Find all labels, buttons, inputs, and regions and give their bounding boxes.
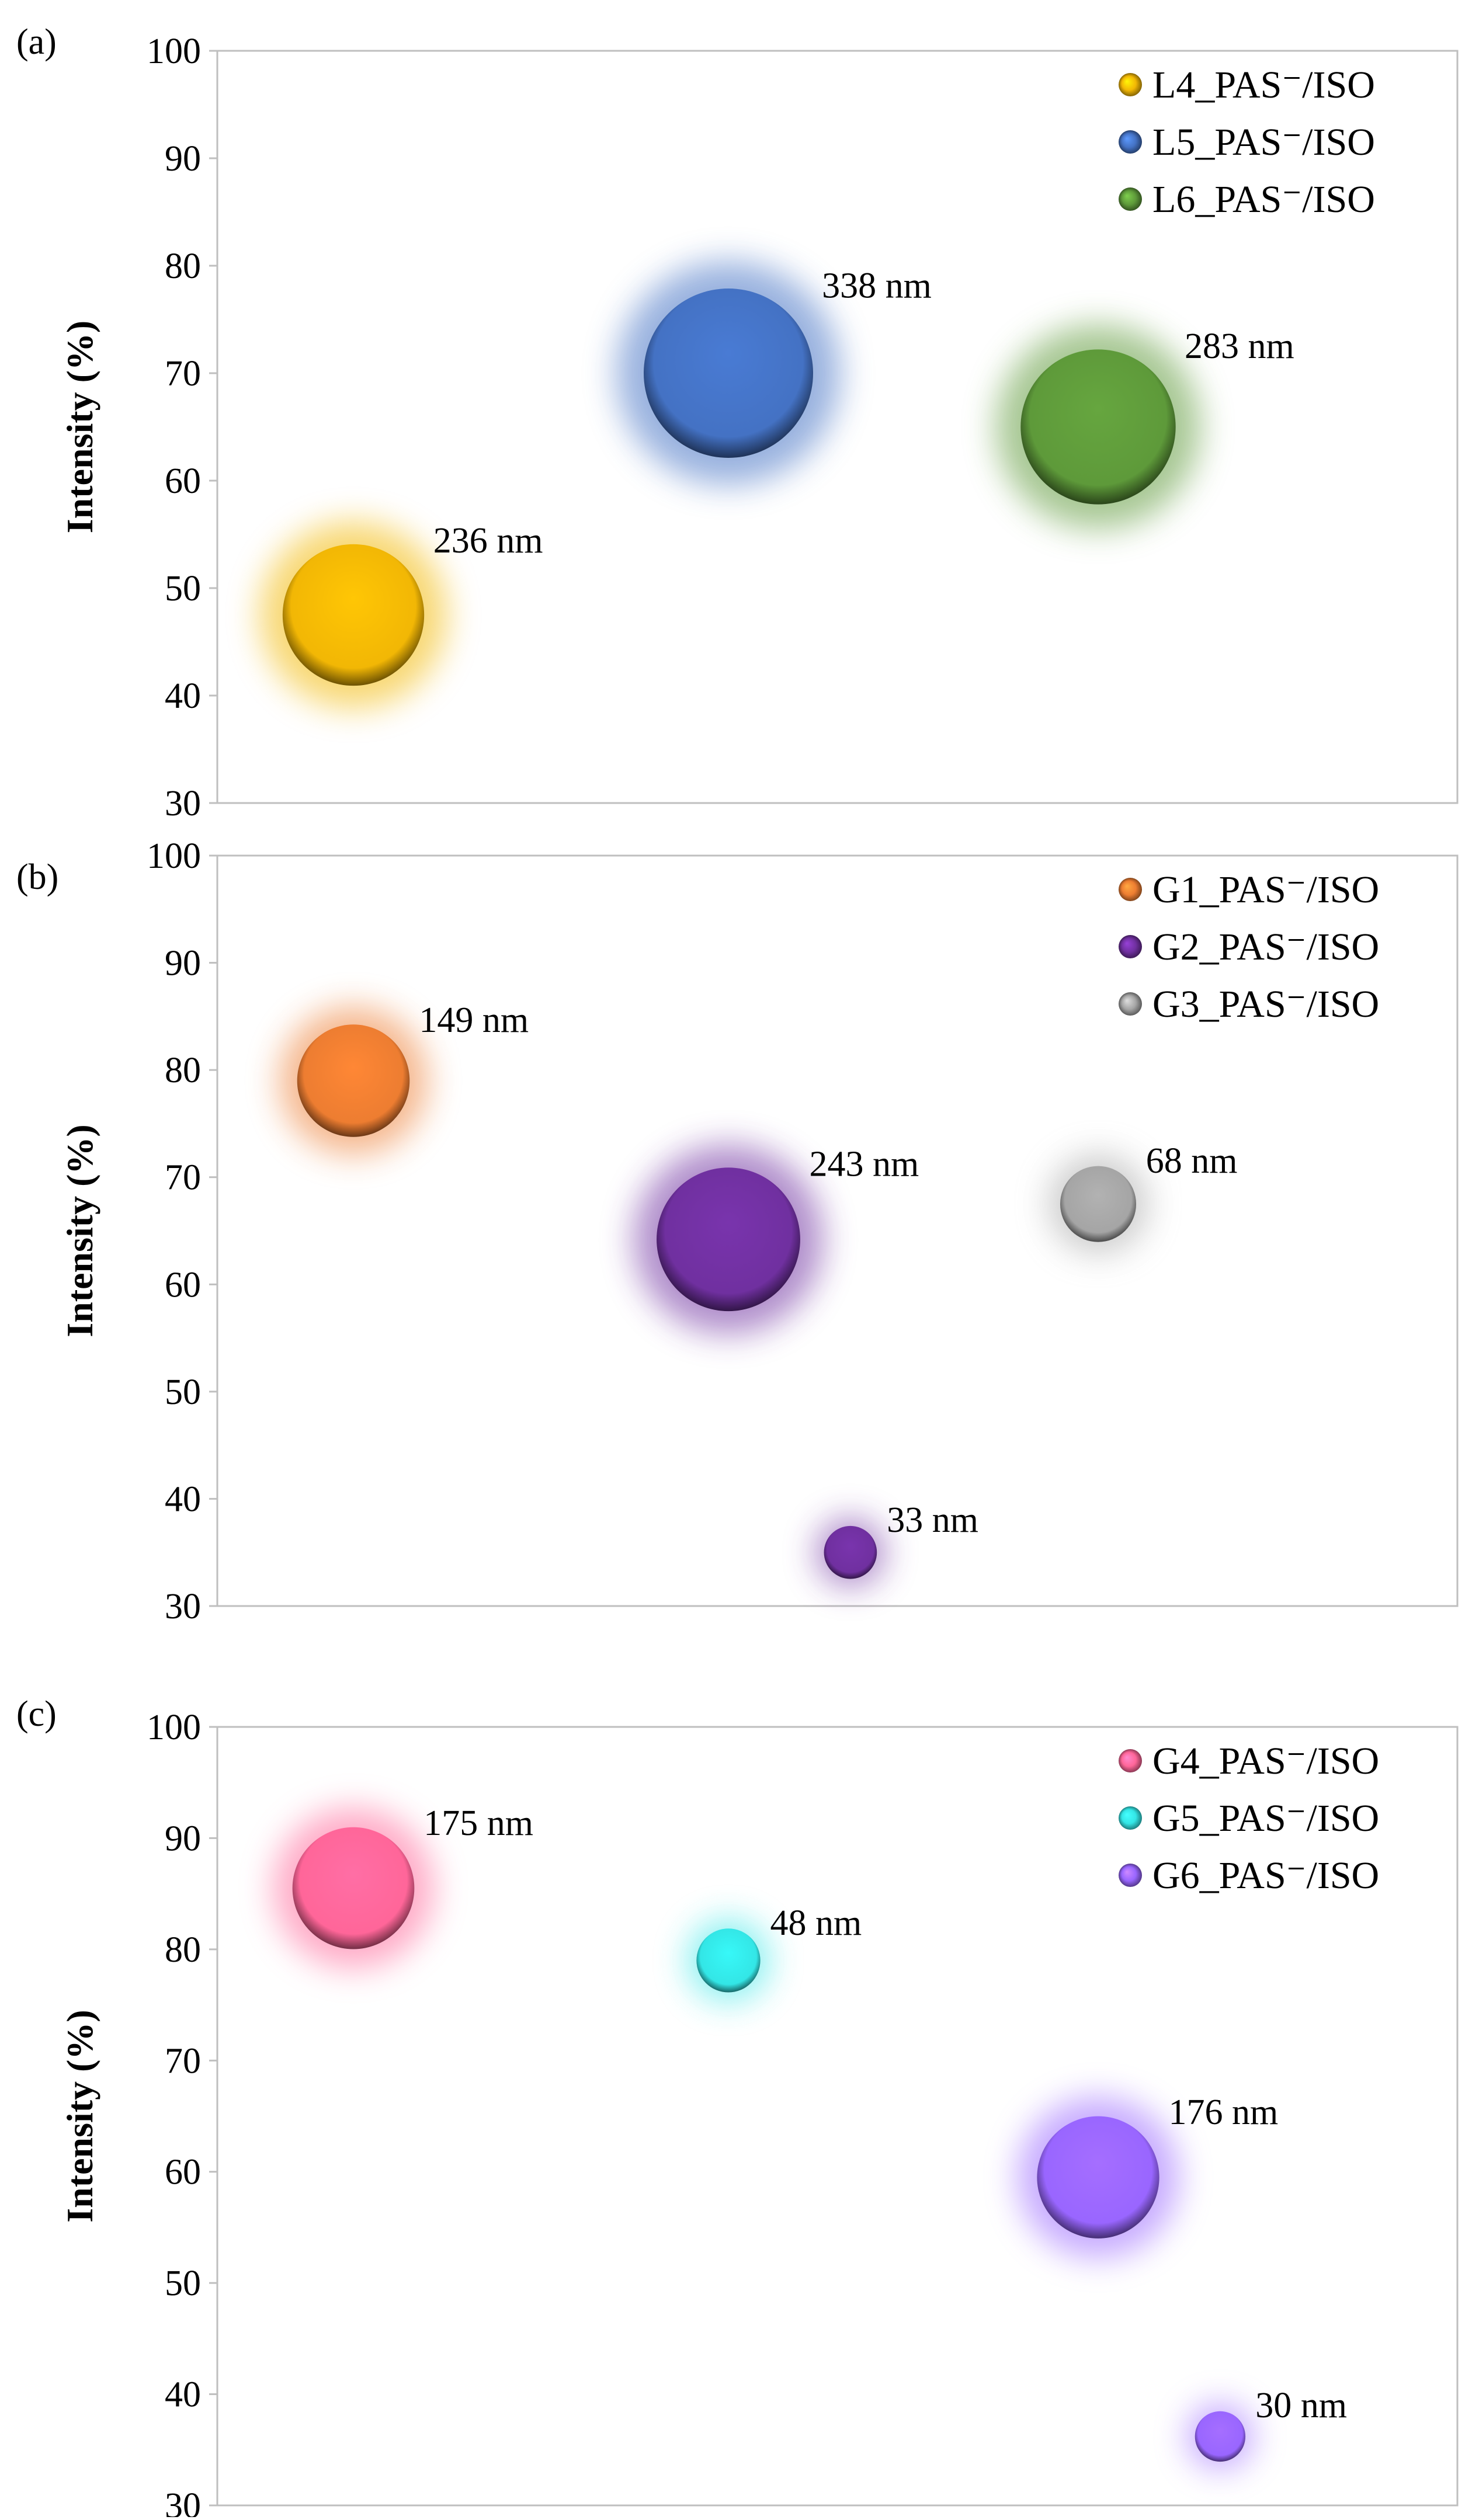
y-tick-label: 30 <box>165 784 201 823</box>
plot-area <box>216 854 1459 1607</box>
y-tick-label: 70 <box>165 2041 201 2081</box>
y-tick-label: 80 <box>165 1051 201 1090</box>
y-axis-title: Intensity (%) <box>59 1124 100 1337</box>
y-tick-label: 40 <box>165 2375 201 2415</box>
y-tick-label: 50 <box>165 2264 201 2303</box>
legend-marker <box>1119 935 1142 958</box>
plot-area <box>216 1726 1459 2507</box>
plot-area <box>216 50 1459 804</box>
y-tick-label: 30 <box>165 1587 201 1626</box>
y-tick-label: 80 <box>165 246 201 286</box>
legend-entry: G3_PAS⁻/ISO <box>1152 983 1379 1026</box>
bubble-label: 68 nm <box>1146 1141 1238 1181</box>
bubble-149nm <box>297 1024 410 1137</box>
bubble-48nm <box>696 1928 761 1993</box>
legend-marker <box>1119 1864 1142 1887</box>
y-tick-label: 100 <box>147 1708 201 1747</box>
y-tick-label: 90 <box>165 1819 201 1858</box>
bubble-label: 175 nm <box>423 1803 533 1843</box>
legend-marker <box>1119 992 1142 1016</box>
bubble-label: 338 nm <box>822 266 932 305</box>
legend-entry: L6_PAS⁻/ISO <box>1152 178 1375 221</box>
y-tick-label: 60 <box>165 461 201 501</box>
legend-entry: L4_PAS⁻/ISO <box>1152 64 1375 106</box>
y-tick-label: 50 <box>165 1372 201 1412</box>
bubble-label: 283 nm <box>1185 326 1294 366</box>
bubble-175nm <box>292 1827 415 1949</box>
bubble-30nm <box>1195 2411 1246 2462</box>
bubble-label: 48 nm <box>770 1903 862 1943</box>
y-tick-label: 70 <box>165 354 201 394</box>
panel-3: (c) 30 40 50 60 70 80 90 100 Intensity (%) 175 nm 4… <box>16 1694 1459 2520</box>
legend-marker <box>1119 1749 1142 1772</box>
y-tick-label: 40 <box>165 676 201 716</box>
legend-marker <box>1119 878 1142 901</box>
bubble-338nm <box>644 289 813 458</box>
panel-label: (b) <box>16 857 58 897</box>
bubble-243nm <box>657 1167 800 1312</box>
bubble-label: 149 nm <box>419 1000 529 1040</box>
bubble-176nm <box>1037 2116 1159 2239</box>
legend-entry: L5_PAS⁻/ISO <box>1152 121 1375 164</box>
legend-marker <box>1119 73 1142 96</box>
y-tick-label: 50 <box>165 569 201 609</box>
y-tick-label: 40 <box>165 1479 201 1519</box>
legend-marker <box>1119 1806 1142 1830</box>
y-tick-label: 30 <box>165 2486 201 2517</box>
bubble-label: 33 nm <box>887 1500 978 1540</box>
bubble-283nm <box>1020 349 1176 505</box>
legend-entry: G1_PAS⁻/ISO <box>1152 868 1379 911</box>
bubble-label: 30 nm <box>1255 2386 1347 2425</box>
panel-2: (b) 30 40 50 60 70 80 90 100 Intensity (%) 149 nm 2… <box>16 836 1459 1626</box>
bubble-label: 176 nm <box>1169 2093 1279 2132</box>
legend-marker <box>1119 187 1142 211</box>
y-tick-label: 80 <box>165 1930 201 1970</box>
panel-label: (c) <box>16 1694 57 1734</box>
y-tick-label: 100 <box>147 32 201 71</box>
y-tick-label: 60 <box>165 2153 201 2192</box>
y-axis-title: Intensity (%) <box>59 321 100 533</box>
y-tick-label: 70 <box>165 1158 201 1198</box>
panel-label: (a) <box>16 22 57 62</box>
y-tick-label: 90 <box>165 139 201 179</box>
bubble-label: 243 nm <box>809 1144 919 1184</box>
bubble-label: 236 nm <box>433 521 543 561</box>
y-tick-label: 90 <box>165 944 201 983</box>
legend-entry: G6_PAS⁻/ISO <box>1152 1854 1379 1897</box>
y-axis-title: Intensity (%) <box>59 2010 100 2222</box>
bubble-68nm <box>1060 1166 1137 1242</box>
panel-1: (a) 30 40 50 60 70 80 90 100 Intensity (%) 236 nm 3… <box>16 22 1459 823</box>
legend-entry: G4_PAS⁻/ISO <box>1152 1740 1379 1782</box>
legend-marker <box>1119 130 1142 154</box>
bubble-33nm <box>824 1525 877 1579</box>
legend-entry: G5_PAS⁻/ISO <box>1152 1797 1379 1840</box>
bubble-236nm <box>282 544 425 686</box>
legend-entry: G2_PAS⁻/ISO <box>1152 926 1379 968</box>
y-tick-label: 100 <box>147 836 201 876</box>
y-tick-label: 60 <box>165 1265 201 1305</box>
